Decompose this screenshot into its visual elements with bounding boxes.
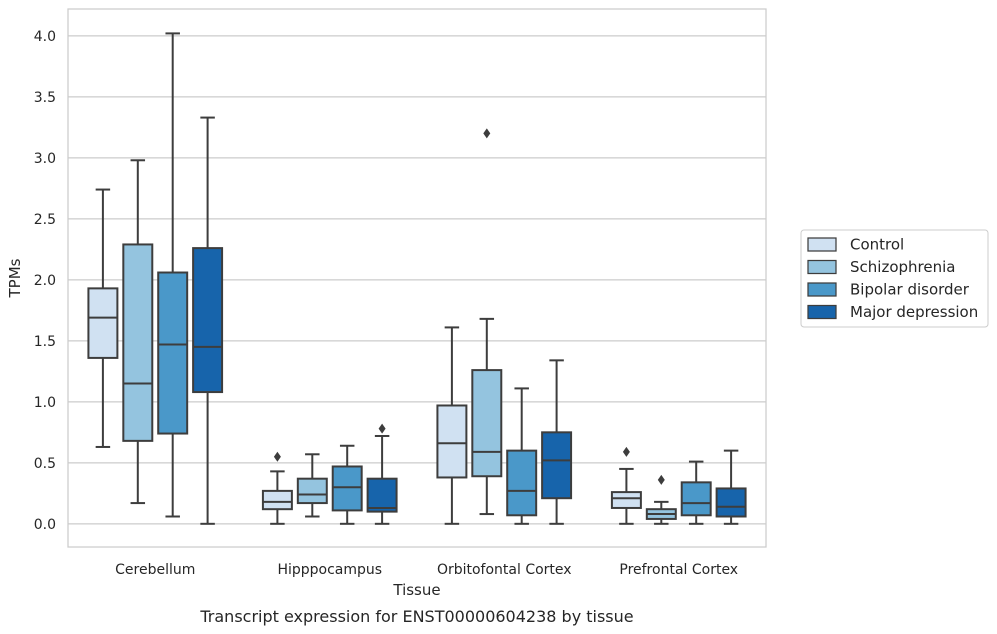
box-major-depression — [715, 449, 747, 525]
box-schizophrenia — [645, 474, 677, 525]
legend-label: Schizophrenia — [850, 258, 955, 276]
outlier-point — [483, 128, 491, 139]
y-tick-label: 3.5 — [34, 90, 56, 106]
legend-swatch — [807, 237, 837, 252]
box-major-depression — [192, 116, 224, 525]
figure-caption: Transcript expression for ENST0000060423… — [199, 607, 633, 626]
iqr-box — [715, 487, 747, 518]
iqr-box — [192, 247, 224, 394]
box-bipolar-disorder — [331, 444, 363, 525]
y-tick-label: 2.5 — [34, 212, 56, 228]
y-axis-label: TPMs — [6, 258, 24, 298]
iqr-box — [436, 404, 468, 479]
x-tick-label: Orbitofontal Cortex — [437, 562, 572, 578]
y-tick-label: 0.0 — [34, 517, 56, 533]
legend-swatch — [807, 259, 837, 275]
legend-label: Bipolar disorder — [850, 281, 970, 299]
iqr-box — [471, 369, 503, 478]
x-tick-label: Cerebellum — [115, 562, 195, 578]
y-tick-label: 1.5 — [34, 334, 56, 350]
y-tick-label: 2.0 — [34, 273, 56, 289]
box-groups — [87, 32, 747, 525]
outlier-point — [657, 474, 665, 485]
iqr-box — [331, 465, 363, 512]
x-axis-label: Tissue — [392, 581, 440, 599]
iqr-box — [610, 491, 642, 509]
legend-swatch — [807, 282, 837, 297]
outlier-point — [378, 423, 386, 434]
y-tick-labels: 0.0 0.5 1.0 1.5 2.0 2.5 3.0 3.5 4.0 — [34, 29, 56, 533]
legend-frame — [800, 229, 989, 328]
legend: Control Schizophrenia Bipolar disorder Majo… — [800, 229, 989, 328]
box-schizophrenia — [296, 453, 328, 518]
box-bipolar-disorder — [506, 387, 538, 525]
legend-swatch — [807, 304, 837, 320]
y-tick-label: 0.5 — [34, 456, 56, 472]
legend-item: Schizophrenia — [807, 258, 955, 276]
box-control — [261, 451, 293, 525]
y-tick-label: 1.0 — [34, 395, 56, 411]
y-tick-label: 3.0 — [34, 151, 56, 167]
legend-item: Major depression — [807, 303, 978, 321]
box-schizophrenia — [471, 128, 503, 516]
box-major-depression — [366, 423, 398, 525]
iqr-box — [122, 243, 154, 442]
iqr-box — [366, 477, 398, 513]
box-bipolar-disorder — [680, 460, 712, 525]
x-tick-labels: Cerebellum Hipppocampus Orbitofontal Corte… — [115, 562, 738, 578]
box-bipolar-disorder — [157, 32, 189, 518]
legend-label: Control — [850, 236, 904, 254]
iqr-box — [680, 481, 712, 517]
box-schizophrenia — [122, 159, 154, 505]
box-control — [610, 446, 642, 525]
legend-label: Major depression — [850, 303, 978, 321]
iqr-box — [157, 271, 189, 435]
y-tick-label: 4.0 — [34, 29, 56, 45]
outlier-point — [622, 446, 630, 457]
legend-item: Control — [807, 236, 904, 254]
iqr-box — [261, 489, 293, 511]
iqr-box — [506, 449, 538, 517]
iqr-box — [87, 287, 119, 359]
x-tick-label: Prefrontal Cortex — [619, 562, 738, 578]
plot-frame — [67, 8, 767, 548]
x-tick-label: Hipppocampus — [277, 562, 382, 578]
iqr-box — [296, 477, 328, 505]
iqr-box — [541, 431, 573, 500]
box-control — [436, 326, 468, 525]
legend-item: Bipolar disorder — [807, 281, 970, 299]
box-major-depression — [541, 359, 573, 525]
outlier-point — [273, 451, 281, 462]
box-control — [87, 188, 119, 448]
